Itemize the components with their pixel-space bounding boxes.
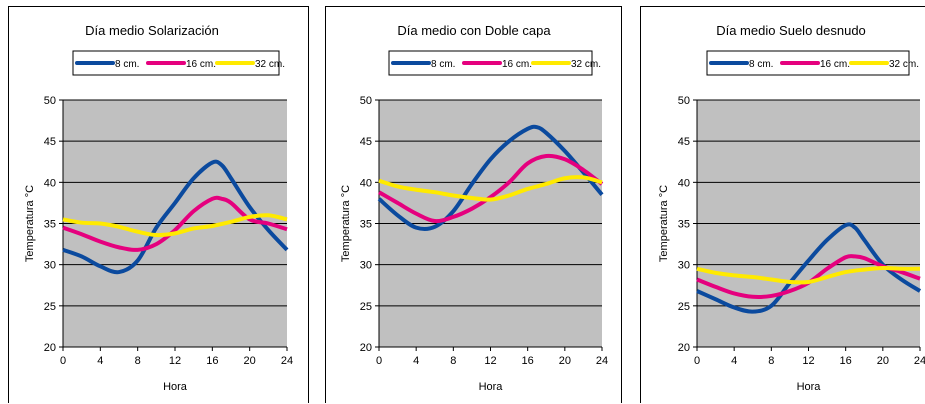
x-tick-label: 4: [413, 355, 419, 367]
chart-svg-solarizacion: Día medio Solarización 8 cm. 16 cm. 32 cm. 2…: [24, 23, 293, 393]
series-line-3: [696, 265, 921, 285]
chart-title: Día medio Solarización: [85, 23, 219, 38]
y-tick-label: 35: [360, 219, 372, 231]
chart-panel-doble-capa: Día medio con Doble capa 8 cm. 16 cm. 32 cm…: [325, 6, 622, 403]
x-tick-label: 0: [376, 355, 382, 367]
y-tick-label: 30: [360, 260, 372, 272]
chart-svg-doble-capa: Día medio con Doble capa 8 cm. 16 cm. 32 cm…: [340, 23, 608, 393]
x-tick-label: 4: [731, 355, 737, 367]
x-tick-label: 12: [169, 355, 181, 367]
x-axis-label: Hora: [479, 381, 504, 393]
y-tick-label: 35: [678, 219, 690, 231]
chart-svg-suelo-desnudo: Día medio Suelo desnudo 8 cm. 16 cm. 32 cm.…: [658, 23, 925, 393]
x-tick-label: 24: [596, 355, 608, 367]
y-axis-label: Temperatura °C: [24, 185, 36, 262]
x-tick-label: 16: [840, 355, 852, 367]
x-tick-label: 12: [802, 355, 814, 367]
chart-title: Día medio Suelo desnudo: [716, 23, 866, 38]
x-tick-label: 0: [60, 355, 66, 367]
y-tick-label: 20: [44, 342, 56, 354]
y-tick-label: 50: [678, 95, 690, 107]
x-tick-label: 8: [450, 355, 456, 367]
x-tick-label: 8: [768, 355, 774, 367]
y-axis-label: Temperatura °C: [340, 185, 352, 262]
y-tick-label: 50: [44, 95, 56, 107]
series-line-1: [696, 222, 922, 314]
y-tick-label: 40: [360, 177, 372, 189]
x-tick-label: 20: [244, 355, 256, 367]
y-tick-label: 20: [360, 342, 372, 354]
y-tick-label: 35: [44, 219, 56, 231]
legend-label-3: 32 cm.: [889, 59, 919, 70]
y-tick-label: 45: [360, 136, 372, 148]
legend-label-3: 32 cm.: [571, 59, 601, 70]
legend-label-1: 8 cm.: [431, 59, 455, 70]
x-tick-label: 24: [281, 355, 293, 367]
legend-label-1: 8 cm.: [749, 59, 773, 70]
y-tick-label: 40: [678, 177, 690, 189]
series-line-1: [62, 159, 289, 275]
x-tick-label: 16: [522, 355, 534, 367]
x-tick-label: 20: [877, 355, 889, 367]
x-tick-label: 0: [694, 355, 700, 367]
y-tick-label: 25: [44, 301, 56, 313]
chart-panel-suelo-desnudo: Día medio Suelo desnudo 8 cm. 16 cm. 32 cm.…: [640, 6, 925, 403]
chart-panel-solarizacion: Día medio Solarización 8 cm. 16 cm. 32 cm. 2…: [8, 6, 309, 403]
y-tick-label: 20: [678, 342, 690, 354]
y-tick-label: 45: [678, 136, 690, 148]
legend-label-2: 16 cm.: [502, 59, 532, 70]
series-line-2: [377, 153, 604, 224]
x-axis-label: Hora: [163, 381, 188, 393]
legend-label-2: 16 cm.: [186, 59, 216, 70]
x-tick-label: 24: [914, 355, 925, 367]
chart-title: Día medio con Doble capa: [397, 23, 551, 38]
x-tick-label: 16: [206, 355, 218, 367]
y-tick-label: 30: [678, 260, 690, 272]
x-tick-label: 4: [97, 355, 103, 367]
y-tick-label: 25: [360, 301, 372, 313]
series-line-3: [378, 175, 603, 202]
legend-label-3: 32 cm.: [255, 59, 285, 70]
legend-label-2: 16 cm.: [820, 59, 850, 70]
series-line-3: [62, 213, 288, 238]
x-axis-label: Hora: [797, 381, 822, 393]
y-tick-label: 50: [360, 95, 372, 107]
legend-label-1: 8 cm.: [115, 59, 139, 70]
y-tick-label: 45: [44, 136, 56, 148]
x-tick-label: 8: [135, 355, 141, 367]
x-tick-label: 12: [484, 355, 496, 367]
series-line-1: [377, 124, 604, 231]
y-tick-label: 30: [44, 260, 56, 272]
x-tick-label: 20: [559, 355, 571, 367]
y-tick-label: 25: [678, 301, 690, 313]
y-tick-label: 40: [44, 177, 56, 189]
series-line-2: [696, 254, 921, 299]
y-axis-label: Temperatura °C: [658, 185, 670, 262]
